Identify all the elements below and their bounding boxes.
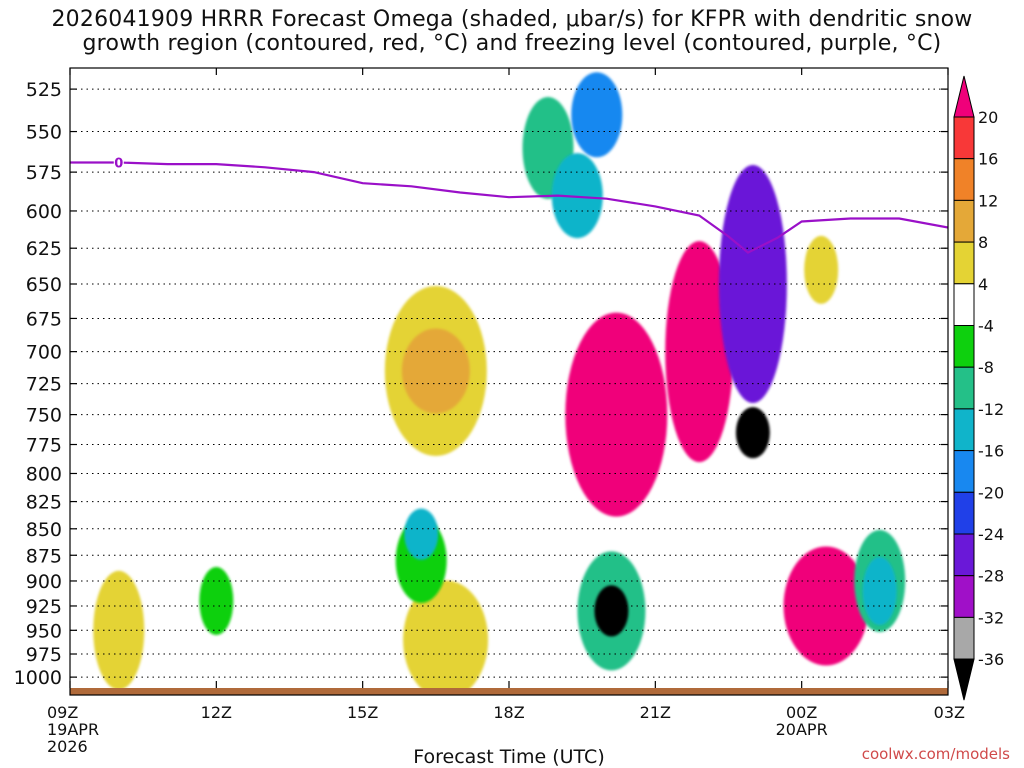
- colorbar-swatch-12: [953, 575, 975, 618]
- freezing-level-label-bg: [113, 155, 124, 169]
- omega-cell-pink-column: [665, 241, 734, 463]
- colorbar-swatch-1: [953, 116, 975, 160]
- freezing-level-line: [70, 161, 948, 254]
- omega-cell-teal-band-upper: [551, 153, 603, 239]
- chart-title-line-1: 2026041909 HRRR Forecast Omega (shaded, …: [51, 7, 973, 32]
- colorbar-swatch-5: [953, 283, 975, 326]
- colorbar-swatch-11: [953, 533, 975, 577]
- colorbar-arrow-top: [953, 75, 975, 118]
- colorbar-label-3: 8: [978, 233, 988, 252]
- colorbar-swatch-6: [953, 325, 975, 368]
- y-tick-label-800: 800: [26, 463, 62, 485]
- colorbar-label-12: -32: [978, 608, 1004, 627]
- omega-cell-black-core-lower: [594, 585, 629, 637]
- x-tick-label-0-2: 2026: [47, 737, 88, 756]
- y-tick-label-900: 900: [26, 571, 62, 593]
- omega-cell-black-core-upper: [735, 407, 770, 459]
- y-axis: 525 550 575 600 625 650 675 700 725 750 775 800 825 8…: [14, 79, 948, 689]
- omega-cell-pink-main-upper: [565, 312, 668, 517]
- colorbar-label-10: -24: [978, 525, 1004, 544]
- freezing-level-contour: 0: [70, 155, 948, 254]
- y-tick-label-525: 525: [26, 79, 62, 101]
- y-tick-label-650: 650: [26, 274, 62, 296]
- y-tick-label-975: 975: [26, 644, 62, 666]
- ground-surface-bar: [70, 688, 948, 695]
- omega-shading: [93, 72, 906, 688]
- y-tick-label-825: 825: [26, 492, 62, 514]
- colorbar-arrow-bottom: [953, 658, 975, 701]
- x-tick-label-5-1: 20APR: [776, 720, 828, 739]
- omega-cell-yellow-patch-b: [403, 580, 489, 688]
- y-tick-label-850: 850: [26, 519, 62, 541]
- omega-cell-teal-cell-right: [862, 557, 897, 626]
- y-tick-label-625: 625: [26, 238, 62, 260]
- plot-area: 0: [70, 68, 948, 688]
- x-tick-label-1-0: 12Z: [201, 703, 232, 722]
- y-tick-label-775: 775: [26, 435, 62, 457]
- colorbar-label-6: -8: [978, 358, 994, 377]
- x-tick-label-4-0: 21Z: [640, 703, 671, 722]
- y-tick-label-675: 675: [26, 308, 62, 330]
- colorbar-label-4: 4: [978, 275, 988, 294]
- omega-cell-blue-band-upper: [571, 72, 623, 158]
- colorbar-label-5: -4: [978, 317, 994, 336]
- x-tick-label-5-0: 00Z: [786, 703, 817, 722]
- omega-cell-yellow-lobe-a: [93, 570, 145, 688]
- colorbar-swatch-4: [953, 241, 975, 285]
- omega-cell-teal-cell-a: [404, 508, 439, 560]
- y-tick-label-875: 875: [26, 545, 62, 567]
- y-tick-label-950: 950: [26, 620, 62, 642]
- colorbar-label-0: 20: [978, 108, 998, 127]
- y-tick-label-700: 700: [26, 342, 62, 364]
- x-tick-label-3-0: 18Z: [493, 703, 524, 722]
- omega-cell-pink-lobe-lower: [783, 546, 869, 666]
- chart-title-line-2: growth region (contoured, red, °C) and f…: [82, 31, 942, 56]
- y-tick-label-925: 925: [26, 596, 62, 618]
- x-tick-label-2-0: 15Z: [347, 703, 378, 722]
- grid-lines: [70, 88, 948, 678]
- colorbar-swatch-9: [953, 450, 975, 493]
- x-tick-label-0-1: 19APR: [47, 720, 99, 739]
- y-tick-label-550: 550: [26, 122, 62, 144]
- omega-cell-yellow-lobe-right: [804, 235, 839, 304]
- colorbar-swatch-13: [953, 616, 975, 660]
- x-tick-label-0-0: 09Z: [47, 703, 78, 722]
- omega-cell-orange-patch-a: [401, 328, 470, 414]
- y-tick-label-600: 600: [26, 201, 62, 223]
- x-tick-label-6-0: 03Z: [934, 703, 965, 722]
- colorbar-label-9: -20: [978, 483, 1004, 502]
- y-tick-label-1000: 1000: [14, 667, 62, 689]
- colorbar-label-11: -28: [978, 567, 1004, 586]
- colorbar: 20 16 12 8 4 -4 -8 -12 -16 -20 -24 -28 -32 -36: [953, 75, 1004, 701]
- colorbar-label-7: -12: [978, 400, 1004, 419]
- colorbar-swatch-10: [953, 491, 975, 535]
- colorbar-label-8: -16: [978, 442, 1004, 461]
- colorbar-label-1: 16: [978, 150, 998, 169]
- x-axis-label: Forecast Time (UTC): [413, 746, 604, 768]
- omega-cell-green-dot-a: [199, 567, 234, 636]
- y-tick-label-750: 750: [26, 405, 62, 427]
- colorbar-swatch-3: [953, 199, 975, 243]
- y-tick-label-725: 725: [26, 374, 62, 396]
- credit-link[interactable]: coolwx.com/models: [861, 745, 1010, 763]
- freezing-level-label: 0: [114, 157, 123, 172]
- y-tick-label-575: 575: [26, 162, 62, 184]
- colorbar-swatch-8: [953, 408, 975, 452]
- colorbar-swatch-7: [953, 366, 975, 410]
- colorbar-label-13: -36: [978, 650, 1004, 669]
- colorbar-swatch-2: [953, 158, 975, 201]
- colorbar-label-2: 12: [978, 191, 998, 210]
